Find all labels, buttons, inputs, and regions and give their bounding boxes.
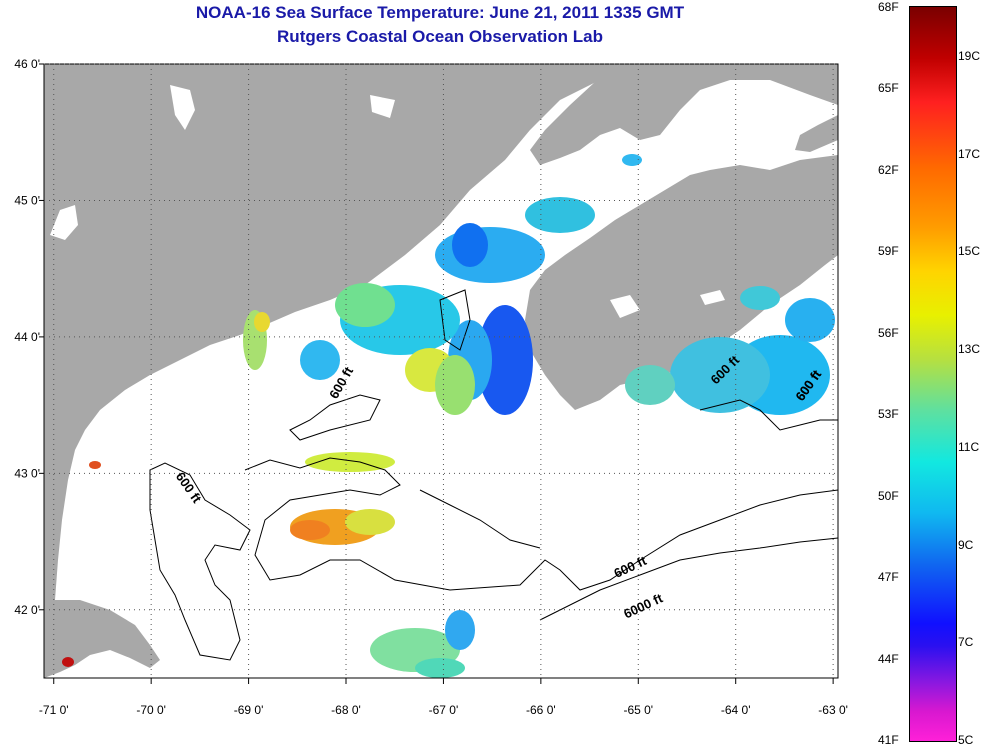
lon-tick-label: -64 0' xyxy=(721,703,751,717)
colorbar-fahrenheit-label: 53F xyxy=(878,407,899,422)
bathymetry-contours xyxy=(149,289,838,661)
lon-tick-label: -68 0' xyxy=(331,703,361,717)
colorbar-fahrenheit-label: 47F xyxy=(878,570,899,585)
lat-tick-label: 45 0' xyxy=(14,193,40,207)
lon-tick-label: -67 0' xyxy=(429,703,459,717)
colorbar-fahrenheit-label: 59F xyxy=(878,244,899,259)
land-new-england xyxy=(44,64,620,620)
lon-tick-label: -70 0' xyxy=(136,703,166,717)
land-cape-cod xyxy=(44,600,160,678)
lon-tick-label: -63 0' xyxy=(818,703,848,717)
map-title: NOAA-16 Sea Surface Temperature: June 21… xyxy=(195,3,685,22)
lon-tick-label: -65 0' xyxy=(623,703,653,717)
colorbar-celsius-label: 13C xyxy=(958,342,981,357)
map-frame xyxy=(43,63,839,679)
land-new-brunswick xyxy=(530,64,838,165)
contour-label: 600 ft xyxy=(612,553,650,581)
colorbar-fahrenheit-label: 62F xyxy=(878,162,899,177)
colorbar-fahrenheit-label: 68F xyxy=(878,0,899,14)
inland-lakes xyxy=(50,85,725,318)
colorbar-fahrenheit-label: 56F xyxy=(878,325,899,340)
lat-tick-label: 43 0' xyxy=(14,466,40,480)
colorbar-celsius-label: 7C xyxy=(958,635,974,650)
lat-tick-label: 44 0' xyxy=(14,330,40,344)
colorbar-fahrenheit-label: 44F xyxy=(878,651,899,666)
contour-label: 6000 ft xyxy=(621,590,665,621)
temperature-colorbar xyxy=(909,6,957,742)
lon-tick-label: -66 0' xyxy=(526,703,556,717)
sst-data xyxy=(62,154,835,678)
lon-tick-label: -71 0' xyxy=(39,703,69,717)
colorbar-fahrenheit-label: 65F xyxy=(878,81,899,96)
colorbar-celsius-label: 19C xyxy=(958,48,981,63)
colorbar-fahrenheit-label: 41F xyxy=(878,733,899,747)
colorbar-celsius-label: 11C xyxy=(958,439,980,454)
colorbar-celsius-label: 17C xyxy=(958,146,981,161)
lat-tick-label: 46 0' xyxy=(14,57,40,71)
colorbar-fahrenheit-label: 50F xyxy=(878,488,899,503)
colorbar-celsius-label: 15C xyxy=(958,244,981,259)
land-nova-scotia xyxy=(525,155,838,410)
colorbar-celsius-label: 9C xyxy=(958,537,974,552)
colorbar-celsius-label: 5C xyxy=(958,733,974,747)
lon-tick-label: -69 0' xyxy=(234,703,264,717)
land-cape-breton xyxy=(795,115,838,152)
contour-label: 600 ft xyxy=(173,469,205,506)
map-subtitle: Rutgers Coastal Ocean Observation Lab xyxy=(277,27,603,46)
lat-tick-label: 42 0' xyxy=(14,603,40,617)
